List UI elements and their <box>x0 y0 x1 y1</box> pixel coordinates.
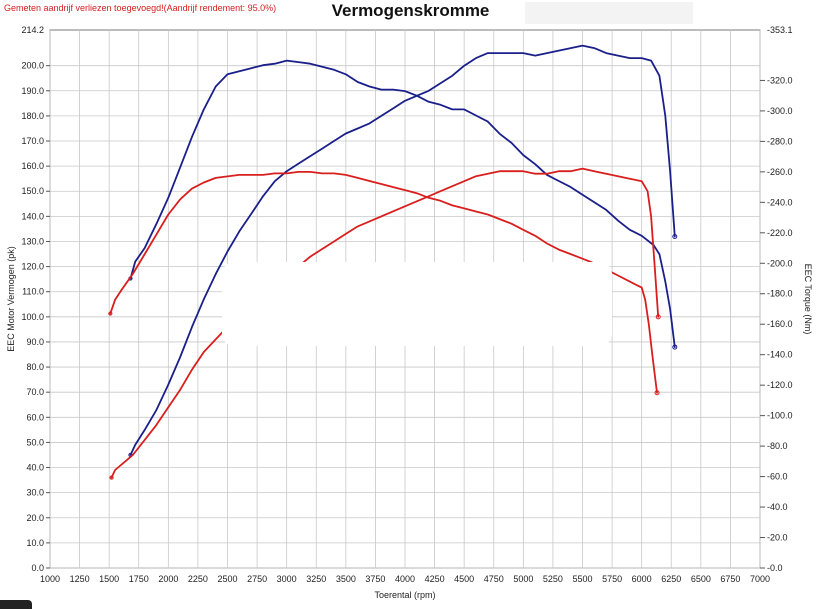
y-left-tick-label: 110.0 <box>22 287 44 297</box>
redaction-mask <box>222 262 612 346</box>
y-left-tick-label: 50.0 <box>26 437 44 447</box>
y-left-tick-label: 10.0 <box>26 538 44 548</box>
y-left-tick-label: 170.0 <box>21 136 44 146</box>
curve-end-marker <box>654 390 660 396</box>
y-right-tick-label: -160.0 <box>767 319 793 329</box>
y-left-axis-title: EEC Motor Vermogen (pk) <box>6 246 16 352</box>
y-left-tick-label: 150.0 <box>21 186 44 196</box>
x-tick-label: 3500 <box>336 574 356 584</box>
x-tick-label: 6000 <box>632 574 652 584</box>
x-tick-label: 1500 <box>99 574 119 584</box>
x-tick-label: 6500 <box>691 574 711 584</box>
curve-4 <box>109 170 658 394</box>
y-right-tick-label: -120.0 <box>767 380 793 390</box>
y-left-tick-label: 0.0 <box>31 563 44 573</box>
x-axis-title: Toerental (rpm) <box>374 590 435 600</box>
curve-2 <box>129 59 676 349</box>
y-left-tick-label: 30.0 <box>26 488 44 498</box>
curve-1 <box>129 44 676 456</box>
y-right-tick-label: -260.0 <box>767 167 793 177</box>
curves <box>108 44 678 480</box>
y-left-tick-label: 60.0 <box>26 412 44 422</box>
curve-end-marker <box>672 233 678 239</box>
x-tick-label: 5000 <box>513 574 533 584</box>
x-tick-label: 1250 <box>70 574 90 584</box>
y-right-tick-label: -140.0 <box>767 350 793 360</box>
x-tick-label: 2000 <box>158 574 178 584</box>
curve-start-marker <box>109 475 114 480</box>
x-tick-label: 5250 <box>543 574 563 584</box>
y-right-tick-label: -300.0 <box>767 106 793 116</box>
y-right-tick-label: -80.0 <box>767 441 788 451</box>
y-right-tick-label: -280.0 <box>767 136 793 146</box>
x-tick-label: 2250 <box>188 574 208 584</box>
axes <box>46 65 765 569</box>
x-tick-label: 4500 <box>454 574 474 584</box>
y-left-tick-label: 120.0 <box>21 262 44 272</box>
curve-3 <box>110 167 660 479</box>
y-right-tick-label: -40.0 <box>767 502 788 512</box>
x-tick-label: 1000 <box>40 574 60 584</box>
y-left-tick-label: 160.0 <box>21 161 44 171</box>
y-left-tick-label: 190.0 <box>21 86 44 96</box>
x-tick-label: 6750 <box>720 574 740 584</box>
y-left-tick-label: 40.0 <box>26 463 44 473</box>
x-tick-label: 4000 <box>395 574 415 584</box>
x-tick-label: 4750 <box>484 574 504 584</box>
x-tick-label: 3000 <box>277 574 297 584</box>
y-left-tick-label: 200.0 <box>21 61 44 71</box>
y-left-max-label: 214.2 <box>21 25 44 35</box>
title-placeholder-box <box>525 2 693 24</box>
y-right-max-label: -353.1 <box>767 25 793 35</box>
curve-end-marker <box>672 344 678 350</box>
x-tick-label: 6250 <box>661 574 681 584</box>
y-right-tick-label: -60.0 <box>767 472 788 482</box>
y-left-tick-label: 90.0 <box>26 337 44 347</box>
y-right-tick-label: -220.0 <box>767 228 793 238</box>
drivetrain-loss-note: Gemeten aandrijf verliezen toegevoegd!(A… <box>4 3 277 13</box>
x-tick-label: 5750 <box>602 574 622 584</box>
x-tick-label: 5500 <box>572 574 592 584</box>
y-right-tick-label: -0.0 <box>767 563 783 573</box>
curve-end-marker <box>655 314 661 320</box>
y-right-tick-label: -240.0 <box>767 197 793 207</box>
x-tick-label: 3250 <box>306 574 326 584</box>
y-left-tick-label: 130.0 <box>21 236 44 246</box>
window-corner-mark <box>0 600 32 609</box>
y-right-tick-label: -180.0 <box>767 289 793 299</box>
y-right-tick-label: -100.0 <box>767 411 793 421</box>
y-left-tick-label: 180.0 <box>21 111 44 121</box>
y-left-tick-label: 140.0 <box>21 211 44 221</box>
y-right-tick-label: -320.0 <box>767 75 793 85</box>
y-right-axis-title: EEC Torque (Nm) <box>803 264 813 335</box>
x-tick-label: 4250 <box>425 574 445 584</box>
y-left-tick-label: 80.0 <box>26 362 44 372</box>
y-right-tick-label: -20.0 <box>767 533 788 543</box>
x-tick-label: 2750 <box>247 574 267 584</box>
x-tick-label: 7000 <box>750 574 770 584</box>
curve-start-marker <box>108 311 113 316</box>
y-left-tick-label: 70.0 <box>26 387 44 397</box>
y-right-tick-label: -200.0 <box>767 258 793 268</box>
axis-labels: 1000 1250 1500 1750 2000 2250 2500 2750 3000 3250… <box>6 25 813 600</box>
x-tick-label: 2500 <box>217 574 237 584</box>
x-tick-label: 1750 <box>129 574 149 584</box>
y-left-tick-label: 100.0 <box>21 312 44 322</box>
x-tick-label: 3750 <box>365 574 385 584</box>
chart-title: Vermogenskromme <box>331 1 490 20</box>
y-left-tick-label: 20.0 <box>26 513 44 523</box>
